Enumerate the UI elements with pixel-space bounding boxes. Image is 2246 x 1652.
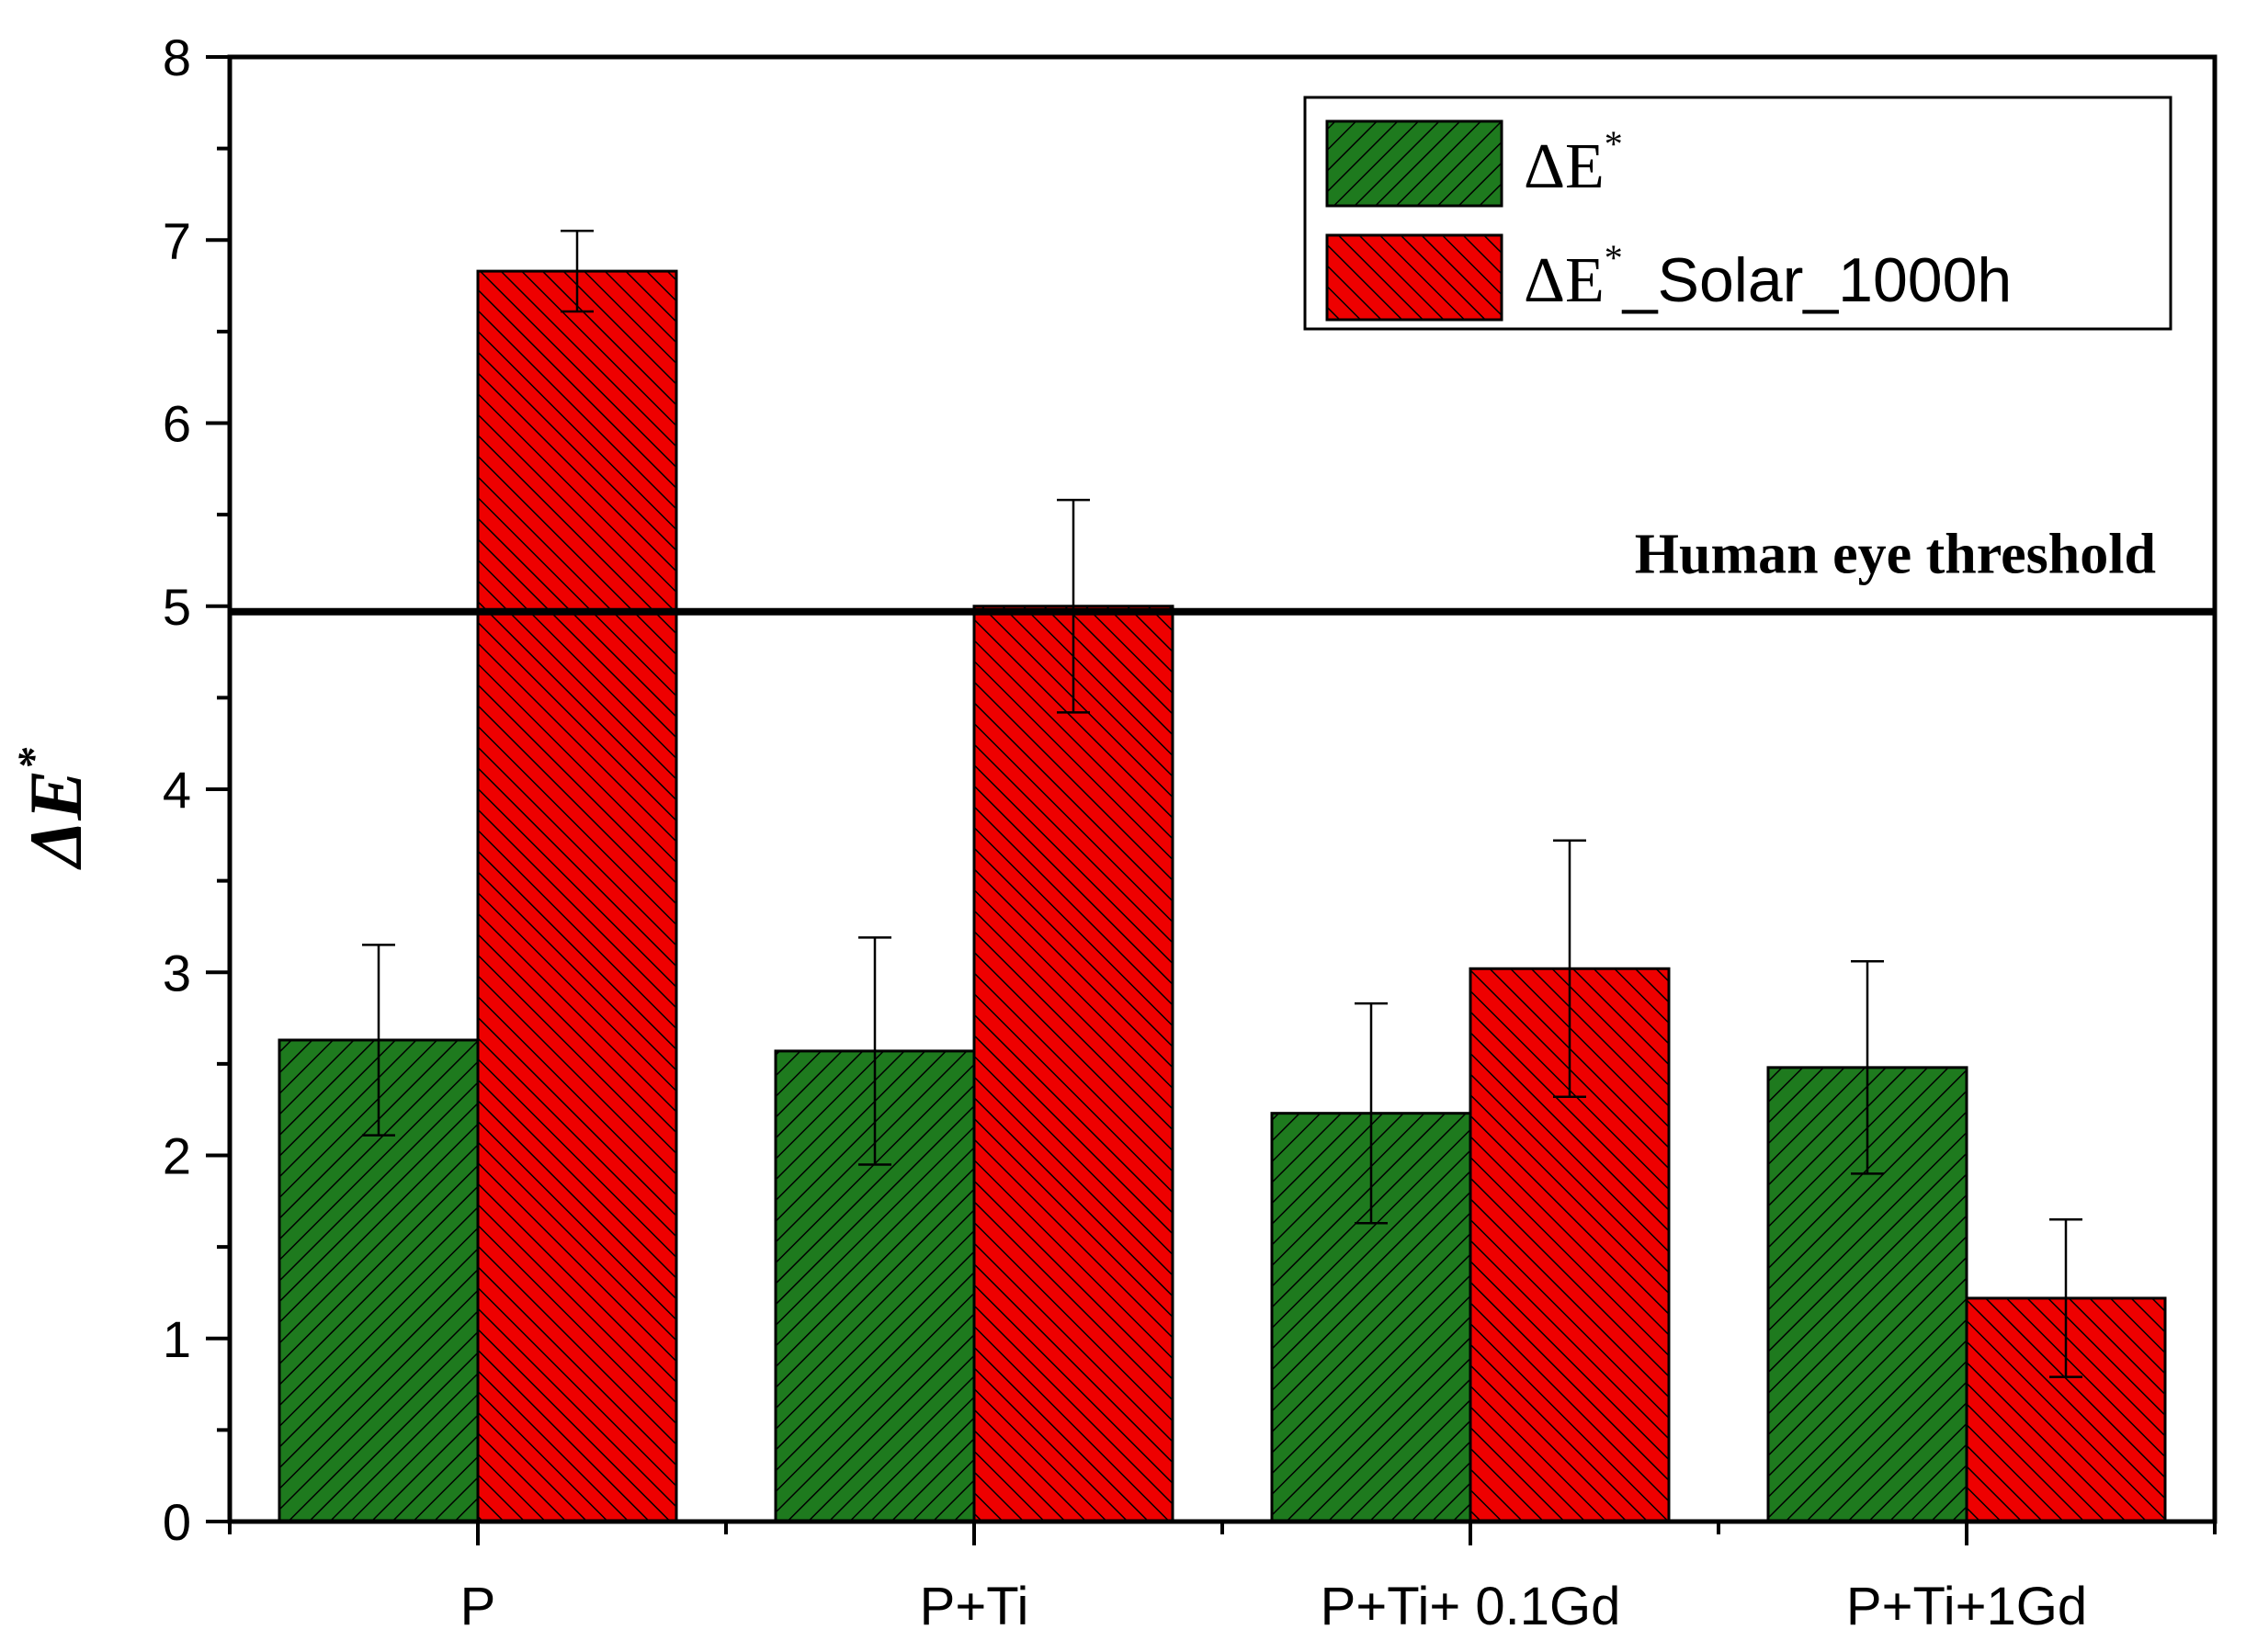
legend-swatch-1 bbox=[1325, 233, 1503, 322]
y-tick-label: 8 bbox=[163, 28, 191, 86]
y-axis-title-sup: * bbox=[9, 747, 58, 770]
y-tick-label: 1 bbox=[163, 1310, 191, 1368]
error-bar-1-1 bbox=[1057, 498, 1090, 714]
y-tick-label: 2 bbox=[163, 1127, 191, 1185]
error-bar-1-2 bbox=[1553, 839, 1586, 1098]
error-bars bbox=[362, 230, 2082, 1378]
error-bar-1-3 bbox=[2049, 1217, 2082, 1378]
error-bar-1-0 bbox=[561, 230, 594, 313]
error-bar-0-0 bbox=[362, 944, 395, 1137]
threshold: Human eye threshold bbox=[230, 524, 2215, 616]
legend-label-main: ΔE bbox=[1524, 131, 1605, 202]
bar-delta-e-solar-0 bbox=[476, 269, 678, 1523]
y-tick-label: 4 bbox=[163, 761, 191, 819]
x-tick-label: P bbox=[460, 1577, 496, 1636]
x-tick-label: P+Ti bbox=[920, 1577, 1029, 1636]
y-tick-label: 0 bbox=[163, 1493, 191, 1551]
y-axis-title-main: ΔE bbox=[14, 770, 97, 870]
y-axis-title: ΔE* bbox=[9, 747, 97, 870]
y-tick-label: 5 bbox=[163, 578, 191, 636]
legend-label-main: ΔE bbox=[1524, 245, 1605, 316]
error-bar-0-3 bbox=[1851, 960, 1884, 1175]
legend-label-sup: * bbox=[1605, 237, 1623, 278]
y-tick-label: 7 bbox=[163, 211, 191, 269]
legend-label-1: ΔE*_Solar_1000h bbox=[1524, 237, 2012, 316]
error-bar-0-1 bbox=[858, 936, 891, 1166]
x-axis: P P+Ti P+Ti+ 0.1Gd P+Ti+1Gd bbox=[228, 1522, 2217, 1636]
legend: ΔE*ΔE*_Solar_1000h bbox=[1303, 96, 2172, 331]
bars bbox=[278, 269, 2167, 1523]
bar-delta-e-solar-1 bbox=[972, 605, 1174, 1523]
legend-label-sup: * bbox=[1605, 123, 1623, 164]
x-tick-label: P+Ti+ 0.1Gd bbox=[1321, 1577, 1621, 1636]
error-bar-0-2 bbox=[1355, 1001, 1388, 1225]
y-axis: 0 1 2 3 4 5 6 7 8 bbox=[163, 28, 230, 1551]
y-tick-label: 6 bbox=[163, 395, 191, 453]
legend-swatch-0 bbox=[1325, 119, 1503, 208]
threshold-label: Human eye threshold bbox=[1635, 524, 2156, 586]
x-tick-label: P+Ti+1Gd bbox=[1846, 1577, 2087, 1636]
y-tick-label: 3 bbox=[163, 944, 191, 1001]
legend-label-suffix: _Solar_1000h bbox=[1621, 245, 2012, 315]
legend-label-0: ΔE* bbox=[1524, 123, 1623, 202]
